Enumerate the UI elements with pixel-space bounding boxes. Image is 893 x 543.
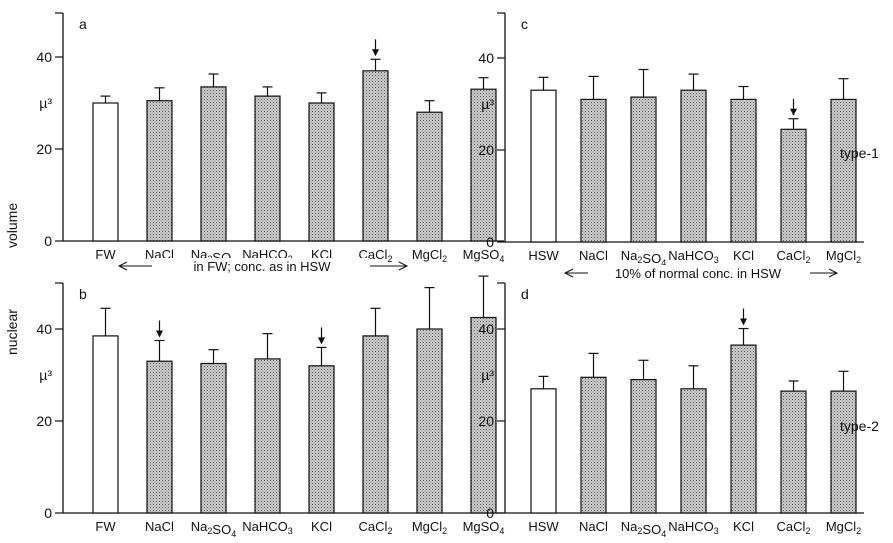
- bar: [630, 379, 657, 514]
- bar: [200, 362, 227, 514]
- category-label: FW: [95, 519, 116, 534]
- bar: [730, 98, 757, 243]
- y-tick-label: 0: [486, 234, 494, 250]
- bar: [362, 70, 389, 242]
- bar: [780, 390, 807, 514]
- category-label: KCl: [733, 519, 754, 534]
- panel-letter: c: [521, 16, 528, 32]
- bar: [580, 376, 607, 514]
- y-tick-label: 20: [478, 413, 494, 429]
- group-label-right: 10% of normal conc. in HSW: [615, 266, 782, 281]
- category-label: HSW: [528, 248, 559, 263]
- y-tick-label: 20: [36, 141, 52, 157]
- y-tick-label: 40: [478, 321, 494, 337]
- bar: [530, 89, 557, 243]
- category-label: NaHCO3: [668, 519, 719, 536]
- bar: [680, 89, 707, 243]
- bar: [830, 98, 857, 243]
- bar: [92, 335, 119, 514]
- arrow-head: [318, 337, 325, 345]
- bar: [308, 365, 335, 514]
- y-tick-label: 0: [44, 233, 52, 249]
- category-label: NaCl: [579, 248, 608, 263]
- arrow-head: [740, 318, 747, 326]
- bar: [630, 96, 657, 243]
- category-label: CaCl2: [777, 248, 811, 265]
- category-label: NaHCO3: [668, 248, 719, 265]
- y-unit-label: µ³: [39, 367, 52, 383]
- bar: [530, 388, 557, 514]
- panel-letter: b: [79, 286, 87, 302]
- bar: [146, 360, 173, 514]
- category-label: CaCl2: [359, 519, 393, 536]
- category-label: Na2SO4: [191, 519, 236, 539]
- category-label: MgSO4: [463, 519, 505, 536]
- bar: [780, 128, 807, 243]
- y-tick-label: 20: [478, 142, 494, 158]
- bar: [146, 100, 173, 242]
- arrow-head: [790, 108, 797, 116]
- bar: [92, 102, 119, 242]
- panel-c: c 0 20 40 µ³ HSW NaCl Na2SO4 NaHCO3 KCl CaCl2 MgCl2: [478, 12, 864, 268]
- category-label: Na2SO4: [621, 519, 666, 539]
- bar: [416, 328, 443, 514]
- y-unit-label: µ³: [481, 96, 494, 112]
- category-label: FW: [95, 247, 116, 262]
- y-tick-label: 40: [36, 49, 52, 65]
- panel-a: a02040µ³FWNaClNa2SO4NaHCO3KClCaCl2MgCl2M…: [36, 12, 505, 267]
- category-label: MgCl2: [412, 247, 447, 264]
- y-tick-label: 40: [478, 50, 494, 66]
- group-bracket-right: 10% of normal conc. in HSW: [563, 265, 839, 281]
- bar: [580, 98, 607, 243]
- group-label-left: in FW; conc. as in HSW: [193, 259, 331, 274]
- category-label: NaCl: [579, 519, 608, 534]
- arrow-head: [372, 49, 379, 57]
- category-label: MgCl2: [826, 519, 861, 536]
- y-tick-label: 0: [486, 505, 494, 521]
- bar: [362, 335, 389, 514]
- bar: [200, 86, 227, 242]
- row-label-type-2: type-2: [840, 418, 879, 434]
- category-label: MgCl2: [826, 248, 861, 265]
- group-bracket-left: in FW; conc. as in HSW: [117, 258, 409, 274]
- panel-b: b 0 20 40 µ³ FW NaCl Na2SO4 NaHCO3 KCl CaCl2 MgCl2 M…: [36, 275, 505, 539]
- y-tick-label: 0: [44, 505, 52, 521]
- arrow-head: [156, 330, 163, 338]
- bar: [308, 102, 335, 242]
- bar: [830, 390, 857, 514]
- category-label: CaCl2: [777, 519, 811, 536]
- y-unit-label: µ³: [481, 367, 494, 383]
- bar: [470, 88, 497, 242]
- bar: [254, 358, 281, 514]
- bar: [730, 344, 757, 514]
- y-unit-label: µ³: [39, 95, 52, 111]
- category-label: Na2SO4: [621, 248, 666, 268]
- category-label: KCl: [311, 519, 332, 534]
- y-tick-label: 40: [36, 321, 52, 337]
- y-tick-label: 20: [36, 413, 52, 429]
- category-label: HSW: [528, 519, 559, 534]
- panel-letter: d: [521, 286, 529, 302]
- category-label: MgSO4: [463, 247, 505, 264]
- row-label-type-1: type-1: [840, 145, 879, 161]
- category-label: NaCl: [145, 519, 174, 534]
- bar: [416, 111, 443, 242]
- ylabel-nuclear: nuclear: [4, 309, 20, 355]
- category-label: KCl: [733, 248, 754, 263]
- ylabel-volume: volume: [4, 203, 20, 248]
- bar: [470, 316, 497, 514]
- bar: [254, 95, 281, 242]
- category-label: MgCl2: [412, 519, 447, 536]
- category-label: NaHCO3: [242, 519, 293, 536]
- panel-d: d 0 20 40 µ³ HSW NaCl Na2SO4 NaHCO3 KCl CaCl2 MgCl2: [478, 282, 864, 539]
- bar: [680, 388, 707, 514]
- panel-letter: a: [79, 16, 87, 32]
